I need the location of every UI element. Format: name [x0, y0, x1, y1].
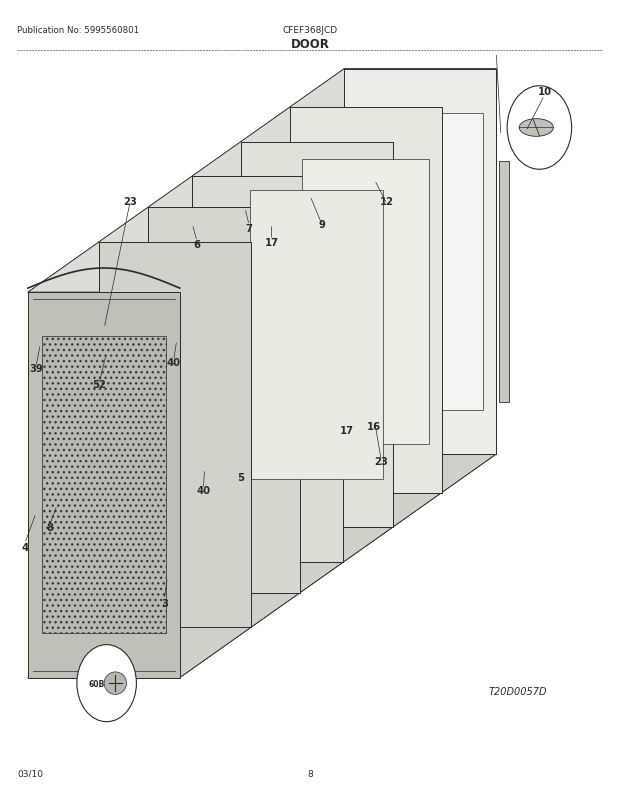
Text: 7: 7 — [246, 224, 253, 233]
Circle shape — [507, 87, 572, 170]
Text: 17: 17 — [265, 237, 278, 247]
Text: 40: 40 — [167, 358, 180, 367]
Polygon shape — [28, 455, 496, 678]
Text: 03/10: 03/10 — [17, 769, 43, 778]
Text: 23: 23 — [374, 456, 388, 466]
Polygon shape — [290, 108, 441, 493]
Polygon shape — [180, 70, 496, 678]
Text: T20D0057D: T20D0057D — [489, 686, 547, 695]
Text: 52: 52 — [92, 380, 106, 390]
Text: 6: 6 — [193, 240, 201, 249]
Polygon shape — [148, 208, 300, 593]
Polygon shape — [28, 70, 496, 293]
Polygon shape — [358, 114, 482, 411]
Ellipse shape — [104, 672, 126, 695]
Text: 5: 5 — [237, 472, 244, 482]
Polygon shape — [250, 191, 383, 480]
Polygon shape — [99, 243, 250, 628]
Text: 4: 4 — [21, 542, 29, 552]
Text: 8: 8 — [46, 523, 53, 533]
Polygon shape — [344, 70, 496, 455]
Text: CFEF368JCD: CFEF368JCD — [283, 26, 337, 34]
Text: 8: 8 — [307, 769, 313, 778]
Text: 23: 23 — [123, 197, 137, 207]
Polygon shape — [302, 160, 429, 445]
Text: 39: 39 — [29, 364, 43, 374]
Text: 60B: 60B — [89, 678, 105, 688]
Text: 16: 16 — [367, 422, 381, 431]
Text: 40: 40 — [197, 486, 210, 496]
Polygon shape — [28, 293, 180, 678]
Text: 9: 9 — [319, 220, 326, 229]
Circle shape — [77, 645, 136, 722]
Text: eReplacementparts.com: eReplacementparts.com — [213, 416, 332, 426]
Text: 12: 12 — [380, 197, 394, 207]
Ellipse shape — [520, 119, 553, 137]
Polygon shape — [159, 264, 289, 541]
Polygon shape — [241, 143, 392, 528]
Polygon shape — [499, 162, 509, 403]
Polygon shape — [192, 177, 343, 562]
Text: 3: 3 — [161, 598, 168, 608]
Text: DOOR: DOOR — [291, 38, 329, 51]
Text: 10: 10 — [538, 87, 551, 97]
Text: Publication No: 5995560801: Publication No: 5995560801 — [17, 26, 140, 34]
Text: 17: 17 — [340, 426, 354, 435]
Polygon shape — [42, 337, 166, 634]
